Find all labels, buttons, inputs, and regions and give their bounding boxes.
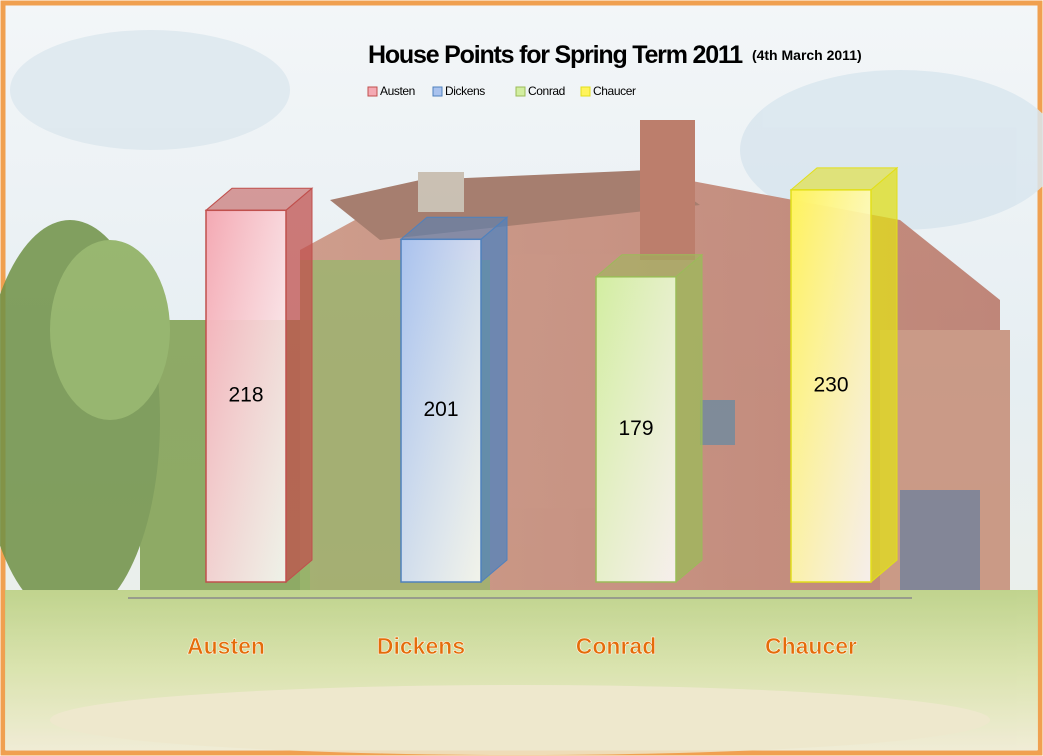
- bar-side: [676, 255, 702, 582]
- legend-label: Dickens: [445, 84, 485, 98]
- bar-side: [481, 217, 507, 582]
- title-text: House Points for Spring Term 2011: [368, 41, 743, 69]
- x-tick-label: Chaucer: [765, 633, 857, 659]
- legend-swatch: [368, 87, 377, 96]
- legend-label: Conrad: [528, 84, 565, 98]
- data-label: 218: [228, 384, 263, 407]
- x-tick-label: Austen: [187, 633, 265, 659]
- legend-swatch: [433, 87, 442, 96]
- chart: House Points for Spring Term 2011 (4th Ma…: [0, 0, 1043, 756]
- legend-swatch: [581, 87, 590, 96]
- x-tick-label: Conrad: [576, 633, 657, 659]
- data-label: 179: [618, 417, 653, 440]
- subtitle-text: (4th March 2011): [752, 47, 862, 63]
- bar-side: [286, 188, 312, 582]
- legend-swatch: [516, 87, 525, 96]
- data-label: 230: [813, 373, 848, 396]
- data-label: 201: [423, 398, 458, 421]
- legend-label: Chaucer: [593, 84, 636, 98]
- x-tick-label: Dickens: [377, 633, 465, 659]
- bar-side: [871, 168, 897, 582]
- legend-label: Austen: [380, 84, 415, 98]
